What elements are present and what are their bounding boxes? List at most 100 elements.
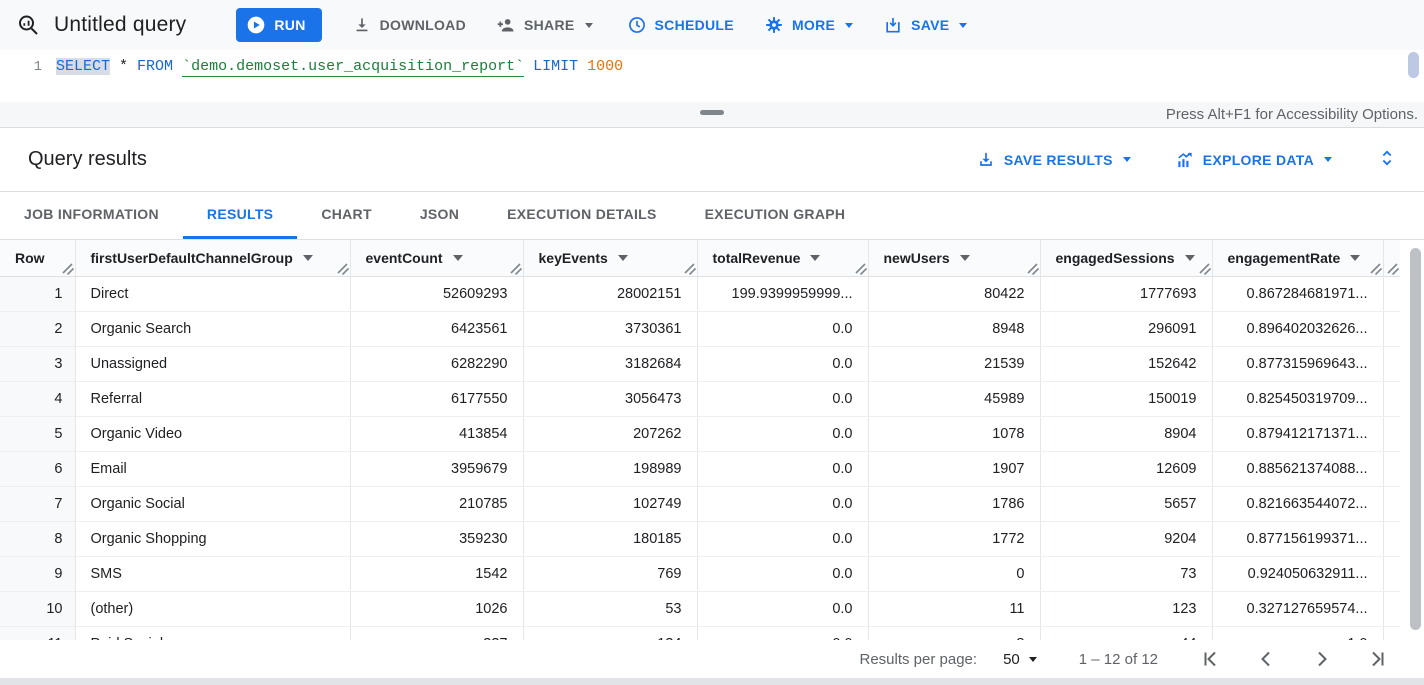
results-header: Query results SAVE RESULTS bbox=[0, 128, 1424, 192]
table-row: 5 Organic Video 413854 207262 0.0 1078 8… bbox=[0, 416, 1400, 452]
chevron-down-icon bbox=[1122, 157, 1131, 162]
sql-keyword-from: FROM bbox=[137, 58, 174, 75]
gear-icon bbox=[764, 15, 784, 35]
explore-data-button[interactable]: EXPLORE DATA bbox=[1175, 150, 1332, 170]
tab-job-information[interactable]: JOB INFORMATION bbox=[24, 206, 159, 222]
table-row: 6 Email 3959679 198989 0.0 1907 12609 0.… bbox=[0, 451, 1400, 487]
chart-icon bbox=[1175, 150, 1195, 170]
download-button[interactable]: DOWNLOAD bbox=[352, 15, 466, 35]
query-magnifier-icon bbox=[16, 13, 40, 37]
page-size-select[interactable]: 50 bbox=[1003, 651, 1037, 668]
sql-limit-value: 1000 bbox=[587, 58, 624, 75]
table-header-row: Row firstUserDefaultChannelGroup eventCo… bbox=[0, 240, 1400, 277]
tab-results[interactable]: RESULTS bbox=[182, 192, 298, 239]
horizontal-scrollbar-track[interactable] bbox=[0, 678, 1424, 685]
column-header-engagementRate[interactable]: engagementRate bbox=[1212, 240, 1384, 277]
column-resize-handle[interactable] bbox=[1387, 262, 1400, 275]
play-icon bbox=[246, 15, 266, 35]
tab-json[interactable]: JSON bbox=[419, 206, 460, 222]
column-resize-handle[interactable] bbox=[854, 262, 867, 275]
table-row: 2 Organic Search 6423561 3730361 0.0 894… bbox=[0, 311, 1400, 347]
run-button[interactable]: RUN bbox=[236, 8, 322, 42]
accessibility-hint: Press Alt+F1 for Accessibility Options. bbox=[1165, 106, 1418, 123]
column-resize-handle[interactable] bbox=[1369, 262, 1382, 275]
expand-panel-button[interactable] bbox=[1376, 147, 1398, 172]
tab-execution-graph[interactable]: EXECUTION GRAPH bbox=[704, 206, 846, 222]
previous-page-button[interactable] bbox=[1254, 647, 1278, 671]
editor-status-strip: Press Alt+F1 for Accessibility Options. bbox=[0, 102, 1424, 128]
next-page-button[interactable] bbox=[1310, 647, 1334, 671]
results-per-page-label: Results per page: bbox=[859, 650, 978, 668]
tab-chart[interactable]: CHART bbox=[321, 206, 372, 222]
column-resize-handle[interactable] bbox=[1026, 262, 1039, 275]
chevron-down-icon bbox=[845, 22, 854, 28]
more-button[interactable]: MORE bbox=[764, 15, 854, 35]
sql-editor[interactable]: 1 SELECT * FROM `demo.demoset.user_acqui… bbox=[0, 50, 1424, 102]
line-number: 1 bbox=[33, 59, 42, 75]
column-menu-icon[interactable] bbox=[302, 254, 313, 261]
column-resize-handle[interactable] bbox=[61, 262, 74, 275]
sql-keyword-limit: LIMIT bbox=[533, 58, 579, 75]
scrollbar-thumb[interactable] bbox=[1410, 248, 1421, 630]
sql-table-reference[interactable]: `demo.demoset.user_acquisition_report` bbox=[182, 58, 525, 77]
column-resize-handle[interactable] bbox=[683, 262, 696, 275]
chevron-down-icon bbox=[1324, 157, 1332, 162]
column-header-row[interactable]: Row bbox=[0, 240, 76, 277]
pagination-bar: Results per page: 50 1 – 12 of 12 bbox=[0, 640, 1424, 678]
table-row: 7 Organic Social 210785 102749 0.0 1786 … bbox=[0, 486, 1400, 522]
page-range-label: 1 – 12 of 12 bbox=[1078, 650, 1158, 668]
column-resize-handle[interactable] bbox=[1198, 262, 1211, 275]
table-row: 10 (other) 1026 53 0.0 11 123 0.32712765… bbox=[0, 591, 1400, 627]
chevron-down-icon bbox=[959, 22, 968, 28]
column-resize-handle[interactable] bbox=[336, 262, 349, 275]
save-icon bbox=[883, 15, 903, 35]
results-table-viewport: Row firstUserDefaultChannelGroup eventCo… bbox=[0, 240, 1424, 640]
sql-star: * bbox=[110, 58, 138, 75]
download-icon bbox=[976, 150, 996, 170]
query-title: Untitled query bbox=[54, 13, 187, 36]
unfold-icon bbox=[1376, 147, 1398, 169]
column-menu-icon[interactable] bbox=[959, 254, 970, 261]
column-header-newUsers[interactable]: newUsers bbox=[868, 240, 1041, 277]
table-row-partial: 11 Paid Social 337 134 0.0 8 44 1.0 bbox=[0, 626, 1400, 640]
results-table: Row firstUserDefaultChannelGroup eventCo… bbox=[0, 240, 1400, 640]
column-header-engagedSessions[interactable]: engagedSessions bbox=[1040, 240, 1213, 277]
column-menu-icon[interactable] bbox=[1350, 254, 1361, 261]
results-tabbar: JOB INFORMATION RESULTS CHART JSON EXECU… bbox=[0, 192, 1424, 240]
first-page-button[interactable] bbox=[1198, 647, 1222, 671]
column-menu-icon[interactable] bbox=[1184, 254, 1195, 261]
pane-resize-handle[interactable] bbox=[700, 110, 724, 115]
column-header-spacer bbox=[1383, 240, 1400, 277]
column-header-keyEvents[interactable]: keyEvents bbox=[523, 240, 698, 277]
schedule-button[interactable]: SCHEDULE bbox=[627, 15, 734, 35]
save-results-button[interactable]: SAVE RESULTS bbox=[976, 150, 1131, 170]
table-row: 9 SMS 1542 769 0.0 0 73 0.924050632911..… bbox=[0, 556, 1400, 592]
table-row: 4 Referral 6177550 3056473 0.0 45989 150… bbox=[0, 381, 1400, 417]
sql-keyword-select: SELECT bbox=[56, 58, 111, 75]
column-header-eventCount[interactable]: eventCount bbox=[350, 240, 524, 277]
chevron-down-icon bbox=[584, 22, 593, 28]
chevron-down-icon bbox=[1028, 656, 1037, 662]
column-header-totalRevenue[interactable]: totalRevenue bbox=[697, 240, 869, 277]
column-header-firstUserDefaultChannelGroup[interactable]: firstUserDefaultChannelGroup bbox=[75, 240, 351, 277]
clock-icon bbox=[627, 15, 647, 35]
sql-code-line[interactable]: SELECT * FROM `demo.demoset.user_acquisi… bbox=[56, 50, 623, 102]
table-vertical-scrollbar[interactable] bbox=[1410, 248, 1421, 630]
results-title: Query results bbox=[28, 148, 147, 170]
save-button[interactable]: SAVE bbox=[883, 15, 968, 35]
table-row: 1 Direct 52609293 28002151 199.939995999… bbox=[0, 276, 1400, 312]
column-menu-icon[interactable] bbox=[617, 254, 628, 261]
column-menu-icon[interactable] bbox=[810, 254, 821, 261]
share-button[interactable]: SHARE bbox=[496, 15, 593, 35]
query-toolbar: Untitled query RUN DOWNLOAD SHARE bbox=[0, 0, 1424, 50]
last-page-button[interactable] bbox=[1366, 647, 1390, 671]
download-icon bbox=[352, 15, 372, 35]
tab-execution-details[interactable]: EXECUTION DETAILS bbox=[507, 206, 657, 222]
column-menu-icon[interactable] bbox=[452, 254, 463, 261]
table-row: 8 Organic Shopping 359230 180185 0.0 177… bbox=[0, 521, 1400, 557]
table-row: 3 Unassigned 6282290 3182684 0.0 21539 1… bbox=[0, 346, 1400, 382]
column-resize-handle[interactable] bbox=[509, 262, 522, 275]
editor-scrollbar[interactable] bbox=[1408, 52, 1419, 78]
person-add-icon bbox=[496, 15, 516, 35]
